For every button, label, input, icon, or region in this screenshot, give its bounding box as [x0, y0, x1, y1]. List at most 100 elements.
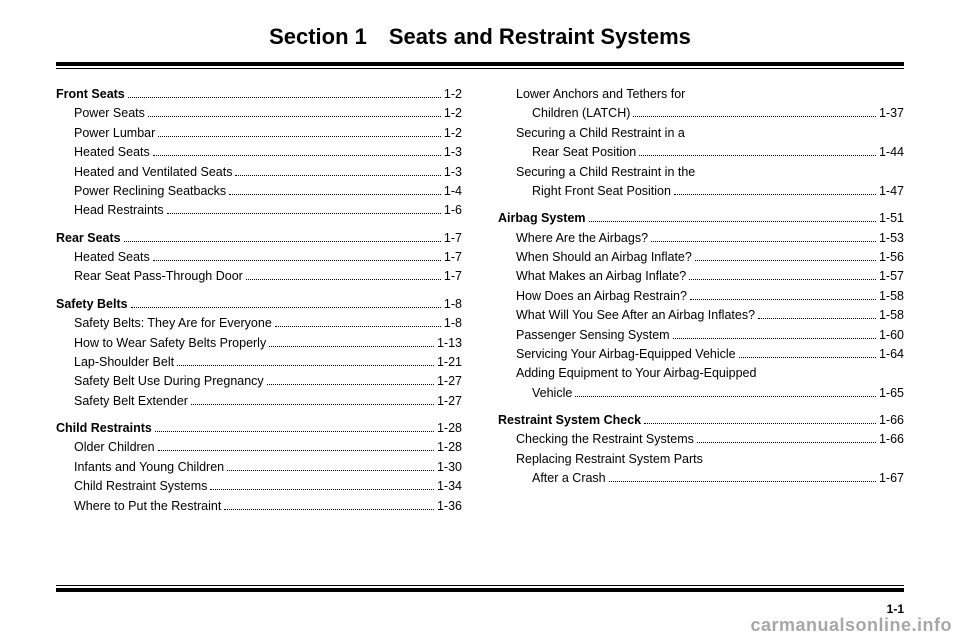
toc-group: Lower Anchors and Tethers forChildren (L… — [498, 85, 904, 201]
toc-page-ref: 1-66 — [879, 411, 904, 430]
toc-group: Rear Seats 1-7 Heated Seats 1-7 Rear Seat Pa… — [56, 229, 462, 287]
toc-subentry: Where Are the Airbags?1-53 — [498, 229, 904, 248]
toc-heading: Front Seats 1-2 — [56, 85, 462, 104]
toc-label: Infants and Young Children — [74, 458, 224, 477]
toc-label: When Should an Airbag Inflate? — [516, 248, 692, 267]
section-title: Section 1 Seats and Restraint Systems — [0, 0, 960, 62]
toc-group: Safety Belts1-8Safety Belts: They Are fo… — [56, 295, 462, 411]
toc-subentry: Head Restraints 1-6 — [56, 201, 462, 220]
toc-label: Rear Seat Position — [532, 143, 636, 162]
watermark: carmanualsonline.info — [750, 615, 952, 636]
toc-page-ref: 1-34 — [437, 477, 462, 496]
toc-subentry: After a Crash1-67 — [498, 469, 904, 488]
toc-subentry: Replacing Restraint System Parts — [498, 450, 904, 469]
toc-page-ref: 1-58 — [879, 287, 904, 306]
toc-label: What Makes an Airbag Inflate? — [516, 267, 686, 286]
toc-subentry: Power Reclining Seatbacks 1-4 — [56, 182, 462, 201]
toc-label: Rear Seats — [56, 229, 121, 248]
toc-label: Older Children — [74, 438, 155, 457]
toc-page-ref: 1-6 — [444, 201, 462, 220]
toc-subentry: Securing a Child Restraint in the — [498, 163, 904, 182]
toc-leader-dots — [210, 489, 434, 490]
toc-heading: Restraint System Check1-66 — [498, 411, 904, 430]
toc-subentry: Servicing Your Airbag-Equipped Vehicle1-… — [498, 345, 904, 364]
toc-subentry: Safety Belts: They Are for Everyone 1-8 — [56, 314, 462, 333]
toc-leader-dots — [155, 431, 434, 432]
toc-page-ref: 1-21 — [437, 353, 462, 372]
toc-label: Child Restraint Systems — [74, 477, 207, 496]
toc-heading: Airbag System1-51 — [498, 209, 904, 228]
page-number: 1-1 — [887, 602, 904, 616]
toc-label: Rear Seat Pass-Through Door — [74, 267, 243, 286]
toc-leader-dots — [689, 279, 876, 280]
toc-heading: Rear Seats 1-7 — [56, 229, 462, 248]
toc-page-ref: 1-4 — [444, 182, 462, 201]
rule-thick-bottom — [56, 588, 904, 592]
toc-label: Safety Belt Use During Pregnancy — [74, 372, 264, 391]
toc-label: Lower Anchors and Tethers for — [516, 85, 685, 104]
toc-leader-dots — [575, 396, 876, 397]
toc-label: Power Reclining Seatbacks — [74, 182, 226, 201]
toc-subentry: Securing a Child Restraint in a — [498, 124, 904, 143]
toc-label: Securing a Child Restraint in a — [516, 124, 685, 143]
manual-page: Section 1 Seats and Restraint Systems Fr… — [0, 0, 960, 640]
toc-page-ref: 1-13 — [437, 334, 462, 353]
toc-label: Safety Belts: They Are for Everyone — [74, 314, 272, 333]
toc-subentry: How Does an Airbag Restrain?1-58 — [498, 287, 904, 306]
toc-label: Airbag System — [498, 209, 586, 228]
toc-subentry: When Should an Airbag Inflate?1-56 — [498, 248, 904, 267]
toc-page-ref: 1-8 — [444, 314, 462, 333]
toc-label: How to Wear Safety Belts Properly — [74, 334, 266, 353]
toc-leader-dots — [609, 481, 876, 482]
toc-subentry: Adding Equipment to Your Airbag-Equipped — [498, 364, 904, 383]
toc-group: Airbag System1-51Where Are the Airbags?1… — [498, 209, 904, 403]
toc-subentry: Child Restraint Systems 1-34 — [56, 477, 462, 496]
toc-subentry: Heated and Ventilated Seats 1-3 — [56, 163, 462, 182]
toc-subentry: Checking the Restraint Systems1-66 — [498, 430, 904, 449]
toc-page-ref: 1-36 — [437, 497, 462, 516]
toc-heading: Child Restraints1-28 — [56, 419, 462, 438]
toc-label: Heated Seats — [74, 248, 150, 267]
toc-subentry: Safety Belt Extender1-27 — [56, 392, 462, 411]
table-of-contents: Front Seats1-2Power Seats1-2Power Lumbar… — [0, 69, 960, 524]
toc-leader-dots — [148, 116, 441, 117]
toc-leader-dots — [644, 423, 876, 424]
toc-leader-dots — [651, 241, 876, 242]
toc-leader-dots — [267, 384, 434, 385]
toc-label: Children (LATCH) — [532, 104, 630, 123]
toc-label: Passenger Sensing System — [516, 326, 670, 345]
toc-page-ref: 1-65 — [879, 384, 904, 403]
toc-label: Where Are the Airbags? — [516, 229, 648, 248]
toc-subentry: Vehicle 1-65 — [498, 384, 904, 403]
toc-label: Head Restraints — [74, 201, 164, 220]
toc-leader-dots — [158, 450, 434, 451]
toc-page-ref: 1-30 — [437, 458, 462, 477]
toc-leader-dots — [153, 260, 441, 261]
toc-leader-dots — [177, 365, 434, 366]
toc-label: Front Seats — [56, 85, 125, 104]
toc-page-ref: 1-7 — [444, 267, 462, 286]
toc-leader-dots — [227, 470, 434, 471]
toc-leader-dots — [131, 307, 441, 308]
toc-page-ref: 1-3 — [444, 163, 462, 182]
toc-label: Adding Equipment to Your Airbag-Equipped — [516, 364, 756, 383]
toc-page-ref: 1-2 — [444, 85, 462, 104]
toc-label: Heated and Ventilated Seats — [74, 163, 232, 182]
toc-leader-dots — [167, 213, 441, 214]
toc-leader-dots — [673, 338, 876, 339]
toc-page-ref: 1-7 — [444, 229, 462, 248]
toc-label: Servicing Your Airbag-Equipped Vehicle — [516, 345, 736, 364]
toc-leader-dots — [639, 155, 876, 156]
toc-subentry: Where to Put the Restraint1-36 — [56, 497, 462, 516]
toc-subentry: Infants and Young Children 1-30 — [56, 458, 462, 477]
toc-group: Front Seats1-2Power Seats1-2Power Lumbar… — [56, 85, 462, 221]
toc-label: Vehicle — [532, 384, 572, 403]
toc-page-ref: 1-60 — [879, 326, 904, 345]
toc-label: Child Restraints — [56, 419, 152, 438]
toc-subentry: Rear Seat Position1-44 — [498, 143, 904, 162]
toc-subentry: Lap-Shoulder Belt1-21 — [56, 353, 462, 372]
toc-page-ref: 1-37 — [879, 104, 904, 123]
toc-page-ref: 1-57 — [879, 267, 904, 286]
toc-page-ref: 1-8 — [444, 295, 462, 314]
toc-subentry: What Will You See After an Airbag Inflat… — [498, 306, 904, 325]
